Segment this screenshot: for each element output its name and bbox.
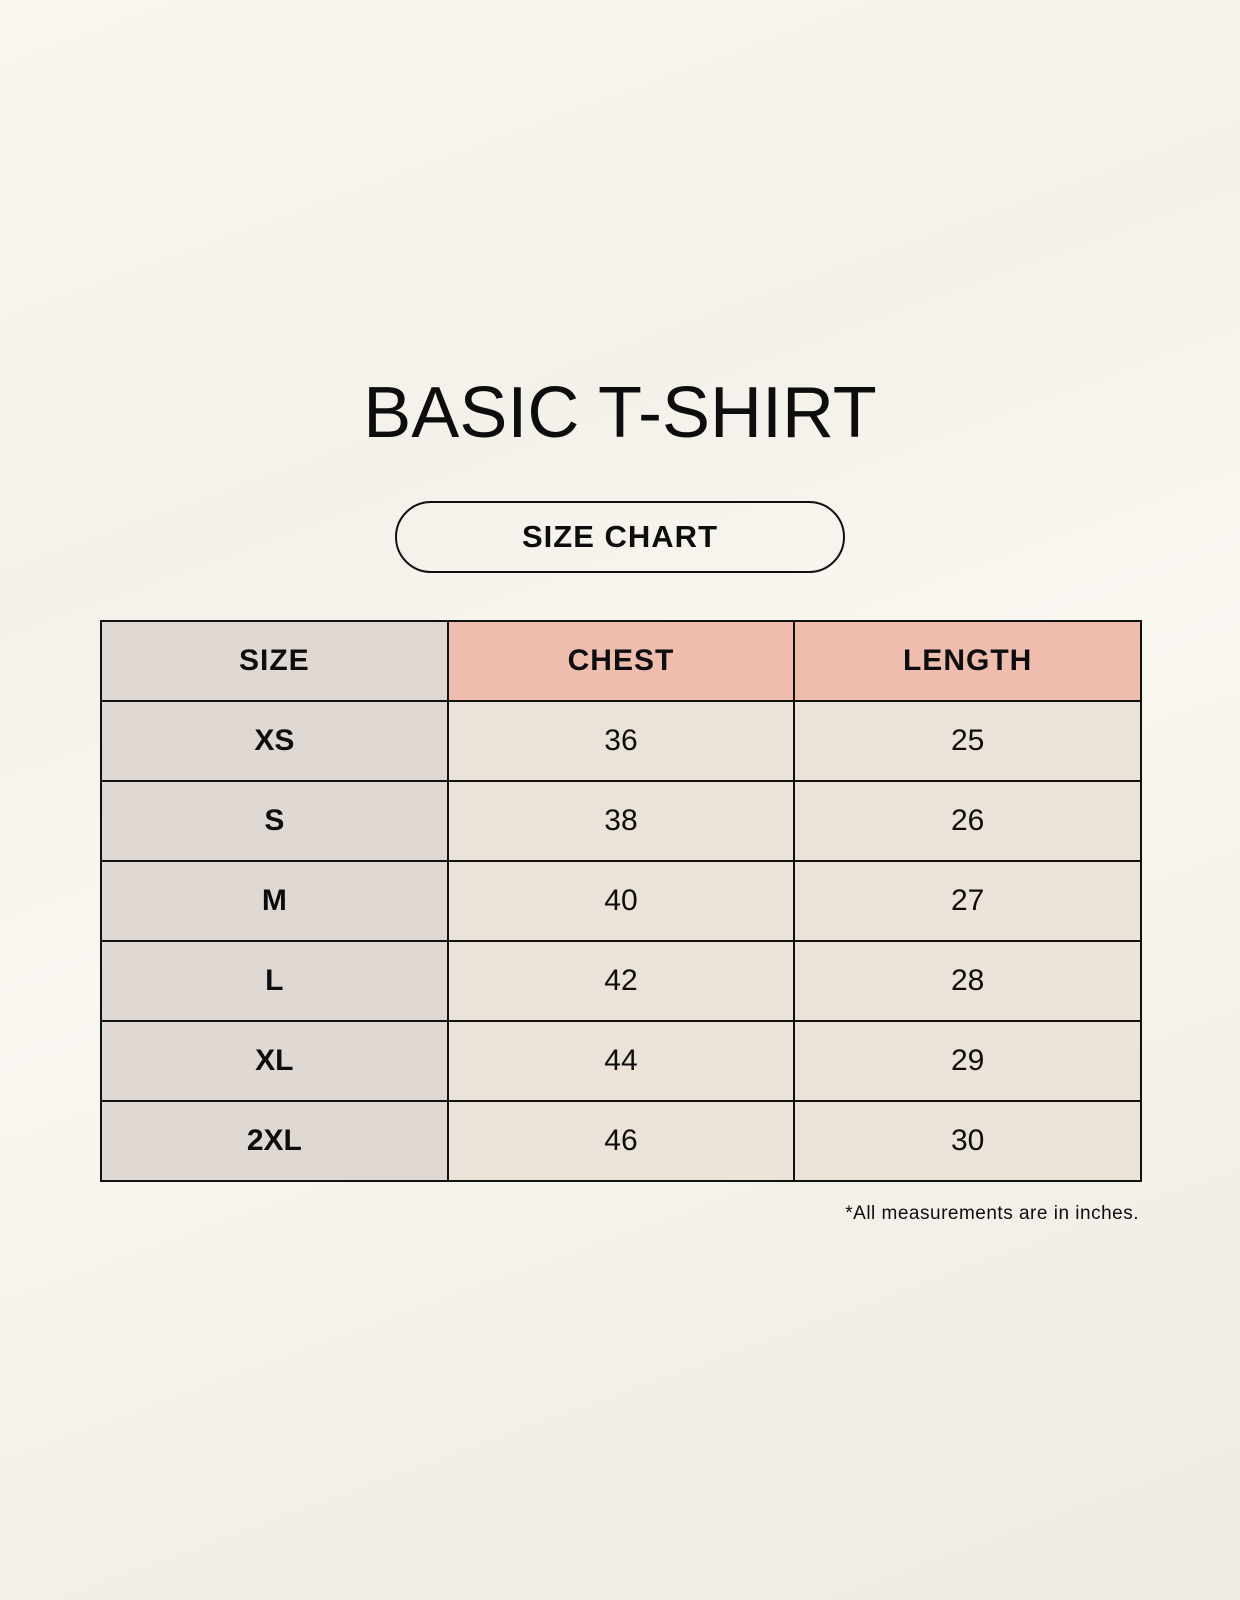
cell-chest: 42: [446, 940, 796, 1022]
header-size: SIZE: [100, 620, 449, 702]
cell-chest: 46: [446, 1100, 796, 1182]
cell-size: L: [100, 940, 449, 1022]
cell-length: 29: [793, 1020, 1142, 1102]
header-length: LENGTH: [793, 620, 1142, 702]
cell-length: 26: [793, 780, 1142, 862]
size-chart-label: SIZE CHART: [395, 501, 845, 573]
table-row: L 42 28: [100, 940, 1142, 1022]
header-chest: CHEST: [446, 620, 796, 702]
cell-size: XL: [100, 1020, 449, 1102]
cell-length: 27: [793, 860, 1142, 942]
cell-length: 30: [793, 1100, 1142, 1182]
table-row: S 38 26: [100, 780, 1142, 862]
table-row: XS 36 25: [100, 700, 1142, 782]
cell-size: S: [100, 780, 449, 862]
cell-length: 25: [793, 700, 1142, 782]
cell-size: XS: [100, 700, 449, 782]
cell-chest: 40: [446, 860, 796, 942]
cell-chest: 36: [446, 700, 796, 782]
table-header-row: SIZE CHEST LENGTH: [100, 620, 1142, 702]
table-row: XL 44 29: [100, 1020, 1142, 1102]
cell-chest: 38: [446, 780, 796, 862]
cell-size: M: [100, 860, 449, 942]
measurement-note: *All measurements are in inches.: [845, 1203, 1139, 1224]
cell-size: 2XL: [100, 1100, 449, 1182]
cell-length: 28: [793, 940, 1142, 1022]
page-title: BASIC T-SHIRT: [363, 373, 877, 453]
table-row: 2XL 46 30: [100, 1100, 1142, 1182]
table-row: M 40 27: [100, 860, 1142, 942]
cell-chest: 44: [446, 1020, 796, 1102]
size-table: SIZE CHEST LENGTH XS 36 25 S 38 26 M 40 27 L 42 28 X…: [100, 620, 1142, 1182]
